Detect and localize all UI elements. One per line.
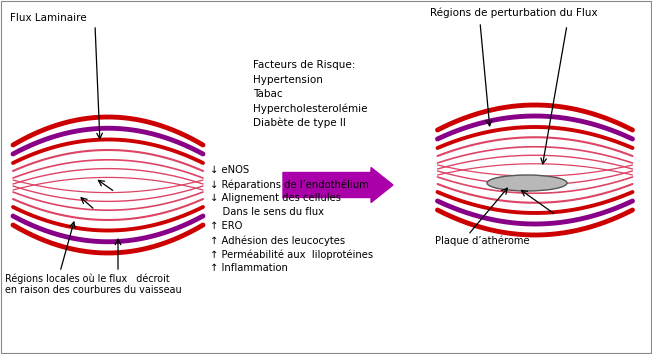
- Ellipse shape: [487, 175, 567, 191]
- Text: Régions locales où le flux   décroit
en raison des courbures du vaisseau: Régions locales où le flux décroit en ra…: [5, 273, 182, 295]
- Text: Hypertension: Hypertension: [253, 75, 323, 85]
- Text: Tabac: Tabac: [253, 89, 282, 99]
- FancyArrow shape: [283, 167, 393, 202]
- Text: Régions de perturbation du Flux: Régions de perturbation du Flux: [430, 8, 598, 18]
- Text: ↓ eNOS: ↓ eNOS: [210, 165, 249, 175]
- Text: Plaque d’athérome: Plaque d’athérome: [435, 235, 529, 246]
- Text: Dans le sens du flux: Dans le sens du flux: [210, 207, 324, 217]
- Text: Hypercholesterolémie: Hypercholesterolémie: [253, 103, 368, 114]
- Text: ↑ Inflammation: ↑ Inflammation: [210, 263, 288, 273]
- Text: Diabète de type II: Diabète de type II: [253, 117, 346, 127]
- Text: Facteurs de Risque:: Facteurs de Risque:: [253, 60, 355, 70]
- Text: ↑ Perméabilité aux  liloprotéines: ↑ Perméabilité aux liloprotéines: [210, 249, 373, 259]
- Text: Flux Laminaire: Flux Laminaire: [10, 13, 87, 23]
- Text: ↑ ERO: ↑ ERO: [210, 221, 243, 231]
- Text: ↓ Alignement des cellules: ↓ Alignement des cellules: [210, 193, 341, 203]
- Text: ↓ Réparations de l’endothélium: ↓ Réparations de l’endothélium: [210, 179, 369, 189]
- Text: ↑ Adhésion des leucocytes: ↑ Adhésion des leucocytes: [210, 235, 345, 246]
